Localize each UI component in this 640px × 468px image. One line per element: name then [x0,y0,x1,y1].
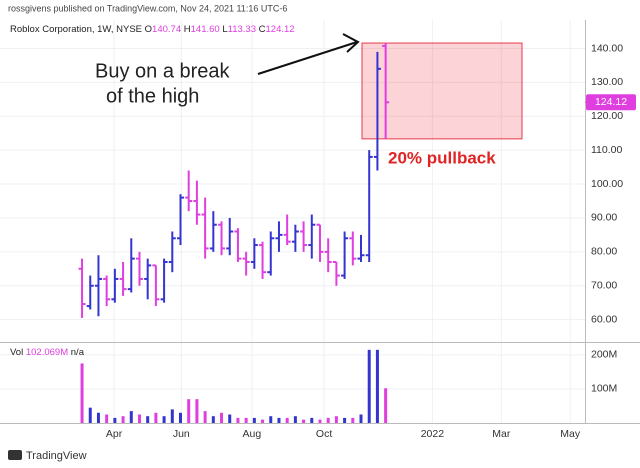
volume-bar [343,417,347,423]
publisher: rossgivens published on TradingView.com,… [8,3,287,13]
x-tick-label: Aug [243,428,262,440]
volume-bar [359,414,363,423]
volume-bar [318,419,322,423]
symbol: Roblox Corporation, 1W, NYSE [10,24,142,35]
volume-bar [228,414,232,423]
volume-tick-label: 100M [591,383,617,395]
y-tick-label: 70.00 [591,280,617,292]
last-price-label: 124.12 [595,96,627,108]
x-tick-label: Jun [173,428,190,440]
readout-key: O [145,24,152,35]
y-tick-label: 90.00 [591,212,617,224]
readout-key: C [259,24,266,35]
volume-tick-label: 200M [591,349,617,361]
annotation-arrow [257,33,360,75]
volume-bar [367,349,371,423]
volume-bar [162,416,166,423]
annotation-text: Buy on a break [95,60,231,82]
volume-bar [88,407,92,423]
volume-status: n/a [71,347,85,358]
symbol-readout: Roblox Corporation, 1W, NYSE O140.74 H14… [10,24,295,35]
volume-bar [285,417,289,423]
annotation-text: 20% pullback [388,148,496,167]
volume-bar [105,414,109,423]
volume-bar [269,416,273,423]
volume-bar [351,417,355,423]
volume-bar [384,388,388,423]
readout-value: 141.60 [191,24,220,35]
volume-bar [334,416,338,423]
volume-bar [80,363,84,423]
volume-bar [113,417,117,423]
brand-text: TradingView [26,450,87,462]
y-tick-label: 110.00 [591,144,622,156]
y-tick-label: 80.00 [591,246,617,258]
readout-key: H [184,24,191,35]
volume-label: Vol [10,347,23,358]
x-tick-label: Mar [492,428,511,440]
readout-value: 113.33 [228,24,256,35]
volume-value: 102.069M [26,347,68,358]
volume-bar [220,412,224,423]
volume-bar [244,417,248,423]
x-tick-label: May [560,428,581,440]
volume-bar [154,412,158,423]
volume-bar [129,411,133,423]
volume-bar [261,419,265,423]
volume-bar [121,416,125,423]
grid [0,20,585,423]
volume-bar [170,409,174,423]
volume-bar [252,417,256,423]
volume-bar [302,419,306,423]
y-tick-label: 100.00 [591,178,623,190]
x-tick-label: 2022 [421,428,445,440]
volume-bar [277,417,281,423]
annotation-text: of the high [106,85,199,107]
volume-readout: Vol 102.069M n/a [10,347,85,358]
volume-bar [137,414,141,423]
volume-bar [179,412,183,423]
brand: TradingView [8,450,87,462]
volume-bar [195,399,199,423]
volume-bar [203,411,207,423]
volume-bar [310,417,314,423]
volume-bar [146,416,150,423]
readout-value: 140.74 [152,24,181,35]
volume-bar [375,349,379,423]
last-price-box [586,94,636,111]
readout-key: L [222,24,227,35]
volume-bar [187,399,191,423]
y-tick-label: 130.00 [591,76,623,88]
y-tick-label: 120.00 [591,110,623,122]
x-tick-label: Apr [106,428,123,440]
x-tick-label: Oct [316,428,332,440]
y-tick-label: 60.00 [591,313,617,325]
volume-bar [96,412,100,423]
volume-bar [293,416,297,423]
volume-bar [326,417,330,423]
pullback-zone [361,42,523,140]
volume-bar [211,416,215,423]
readout-value: 124.12 [266,24,295,35]
y-tick-label: 140.00 [591,42,623,54]
plot [78,42,523,423]
volume-bar [236,417,240,423]
